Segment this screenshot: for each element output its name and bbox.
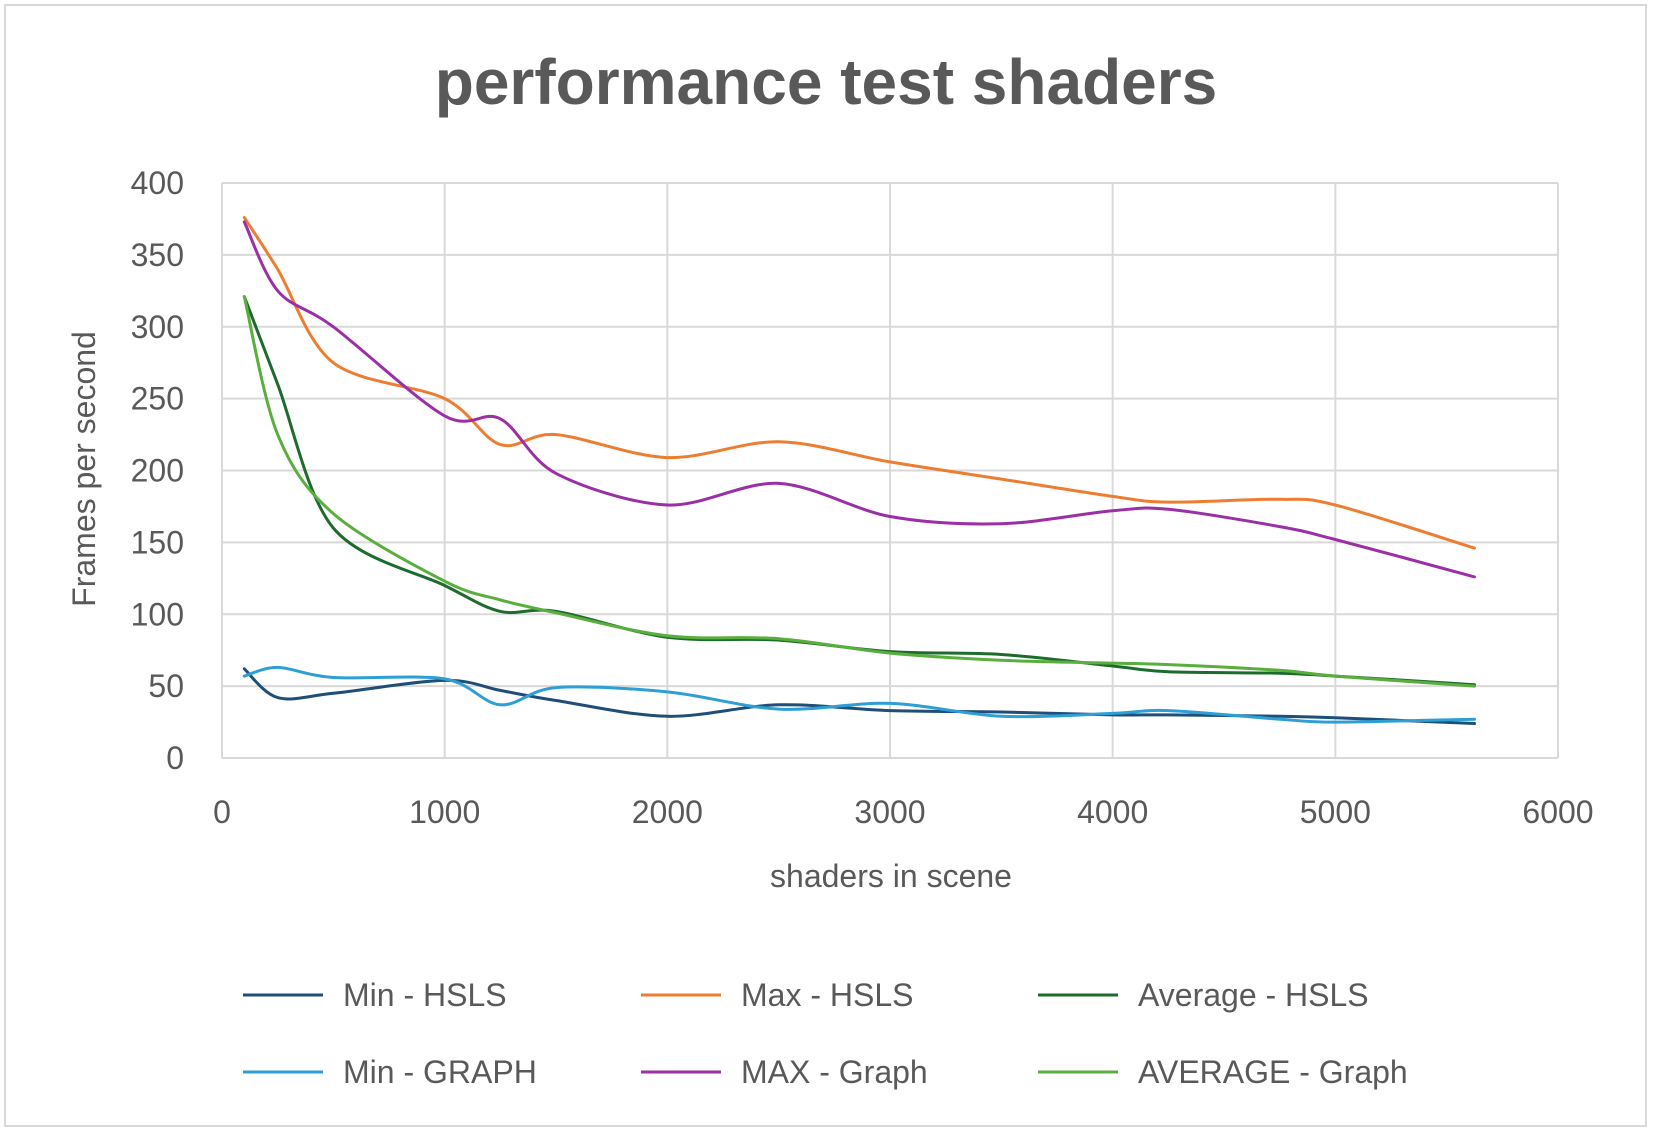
series-line-6 bbox=[242, 295, 1476, 688]
x-tick-label: 5000 bbox=[1300, 794, 1371, 830]
series-line-4 bbox=[242, 665, 1476, 724]
y-tick-label: 150 bbox=[131, 524, 184, 560]
y-tick-label: 50 bbox=[148, 668, 184, 704]
x-tick-label: 4000 bbox=[1077, 794, 1148, 830]
legend-label: Average - HSLS bbox=[1138, 977, 1369, 1013]
x-tick-label: 1000 bbox=[409, 794, 480, 830]
chart-title: performance test shaders bbox=[435, 46, 1218, 118]
chart-frame bbox=[4, 4, 1647, 1127]
legend-label: Min - GRAPH bbox=[343, 1054, 537, 1090]
y-axis-label: Frames per second bbox=[66, 331, 102, 607]
grid bbox=[221, 182, 1559, 759]
x-tick-label: 0 bbox=[213, 794, 231, 830]
y-tick-label: 100 bbox=[131, 596, 184, 632]
y-tick-label: 0 bbox=[166, 740, 184, 776]
x-tick-label: 3000 bbox=[854, 794, 925, 830]
legend-label: Max - HSLS bbox=[741, 977, 913, 1013]
legend-label: Min - HSLS bbox=[343, 977, 507, 1013]
x-axis-label: shaders in scene bbox=[770, 858, 1012, 894]
y-tick-label: 350 bbox=[131, 237, 184, 273]
legend-label: MAX - Graph bbox=[741, 1054, 928, 1090]
legend: Min - HSLS Max - HSLS Average - HSLS Min - … bbox=[243, 977, 1408, 1090]
x-tick-label: 6000 bbox=[1522, 794, 1593, 830]
series-lines bbox=[242, 216, 1476, 725]
x-tick-label: 2000 bbox=[632, 794, 703, 830]
series-line-2 bbox=[242, 216, 1476, 550]
y-tick-label: 250 bbox=[131, 381, 184, 417]
legend-label: AVERAGE - Graph bbox=[1138, 1054, 1408, 1090]
y-tick-label: 400 bbox=[131, 165, 184, 201]
series-line-5 bbox=[242, 220, 1476, 579]
series-line-3 bbox=[242, 295, 1476, 687]
y-tick-label: 300 bbox=[131, 309, 184, 345]
y-tick-label: 200 bbox=[131, 453, 184, 489]
